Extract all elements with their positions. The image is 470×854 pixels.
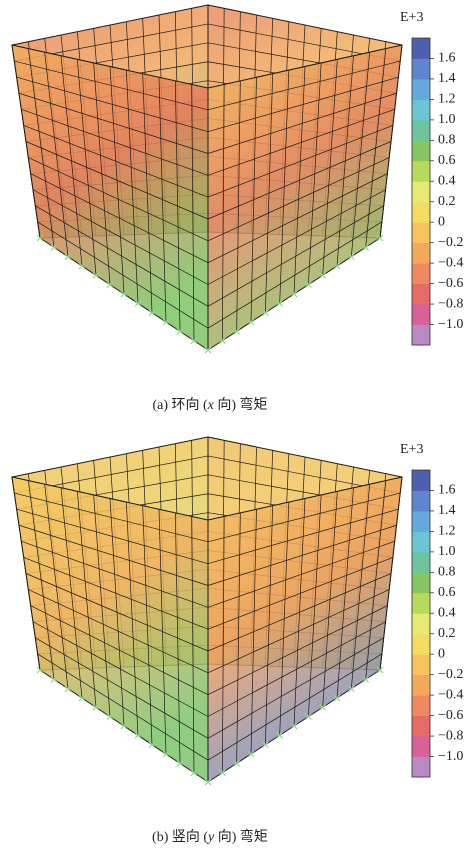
- colorbar-band: [412, 79, 430, 100]
- colorbar-band: [412, 593, 430, 614]
- colorbar-tick-label: −0.6: [438, 708, 463, 723]
- panel: E+3 1.6 1.4 1.2 1.0 0.8 0.6 0.4 0.2 0 −0.2 −0.4 −0.6…: [12, 437, 463, 845]
- caption-suffix: 向) 弯矩: [214, 396, 268, 413]
- colorbar-band: [412, 675, 430, 696]
- colorbar-tick-label: 0: [438, 646, 445, 661]
- colorbar-band: [412, 181, 430, 202]
- colorbar-tick-label: −0.2: [438, 667, 463, 682]
- colorbar-band: [412, 511, 430, 532]
- colorbar-band: [412, 572, 430, 593]
- caption: (b) 竖向 (y 向) 弯矩: [152, 828, 268, 845]
- colorbar-band: [412, 58, 430, 79]
- page: body { margin: 0; width: 470px; height: …: [0, 0, 470, 854]
- colorbar-band: [412, 161, 430, 182]
- colorbar-tick-label: −0.8: [438, 296, 463, 311]
- colorbar-band: [412, 325, 430, 346]
- colorbar-tick-label: 1.6: [438, 51, 456, 66]
- colorbar-tick-label: −1.0: [438, 317, 463, 332]
- caption-prefix: (b) 竖向 (: [152, 829, 208, 845]
- colorbar-band: [412, 736, 430, 757]
- colorbar-tick-label: 0.4: [438, 173, 456, 188]
- colorbar-tick-label: −0.2: [438, 235, 463, 250]
- colorbar-band: [412, 613, 430, 634]
- panel: E+3 1.6 1.4 1.2 1.0 0.8 0.6 0.4 0.2 0 −0.2 −0.4 −0.6…: [12, 5, 463, 413]
- colorbar-band: [412, 304, 430, 325]
- wall-face: [12, 45, 208, 350]
- colorbar-tick-label: −0.6: [438, 276, 463, 291]
- colorbar-band: [412, 243, 430, 264]
- colorbar-band: [412, 531, 430, 552]
- colorbar-band: [412, 120, 430, 141]
- colorbar-tick-label: 0.6: [438, 585, 456, 600]
- colorbar-tick-label: 0.2: [438, 194, 456, 209]
- figure: E+3 1.6 1.4 1.2 1.0 0.8 0.6 0.4 0.2 0 −0.2 −0.4 −0.6…: [0, 0, 470, 854]
- colorbar-tick-label: 1.4: [438, 503, 456, 518]
- colorbar-band: [412, 634, 430, 655]
- colorbar-tick-label: 1.4: [438, 71, 456, 86]
- colorbar-tick-label: 0.2: [438, 626, 456, 641]
- colorbar-tick-label: −0.8: [438, 728, 463, 743]
- colorbar-tick-label: 1.0: [438, 112, 456, 127]
- caption-prefix: (a) 环向 (: [152, 397, 208, 413]
- colorbar-band: [412, 222, 430, 243]
- colorbar-band: [412, 695, 430, 716]
- colorbar-scale-label: E+3: [400, 442, 423, 457]
- colorbar-band: [412, 716, 430, 737]
- colorbar-band: [412, 654, 430, 675]
- colorbar-scale-label: E+3: [400, 10, 423, 25]
- colorbar-tick-label: 1.2: [438, 524, 456, 539]
- wall-face: [12, 477, 208, 782]
- caption: (a) 环向 (x 向) 弯矩: [152, 396, 267, 413]
- page-body: {"figures": [ {"caption": {"prefix": "(a…: [0, 0, 470, 854]
- colorbar-band: [412, 99, 430, 120]
- colorbar-band: [412, 284, 430, 305]
- colorbar-band: [412, 490, 430, 511]
- colorbar-tick-label: 0.8: [438, 565, 456, 580]
- colorbar-tick-label: 1.2: [438, 92, 456, 107]
- colorbar-band: [412, 263, 430, 284]
- colorbar-tick-label: −1.0: [438, 749, 463, 764]
- colorbar-tick-label: 0.6: [438, 153, 456, 168]
- colorbar-tick-label: −0.4: [438, 687, 463, 702]
- caption-suffix: 向) 弯矩: [214, 828, 268, 845]
- colorbar-tick-label: −0.4: [438, 255, 463, 270]
- colorbar-band: [412, 140, 430, 161]
- colorbar-band: [412, 38, 430, 59]
- colorbar-band: [412, 202, 430, 223]
- colorbar-band: [412, 470, 430, 491]
- colorbar-band: [412, 757, 430, 778]
- colorbar-tick-label: 0.4: [438, 605, 456, 620]
- colorbar-tick-label: 0.8: [438, 133, 456, 148]
- colorbar-tick-label: 1.0: [438, 544, 456, 559]
- colorbar-tick-label: 1.6: [438, 483, 456, 498]
- colorbar-tick-label: 0: [438, 214, 445, 229]
- colorbar-band: [412, 552, 430, 573]
